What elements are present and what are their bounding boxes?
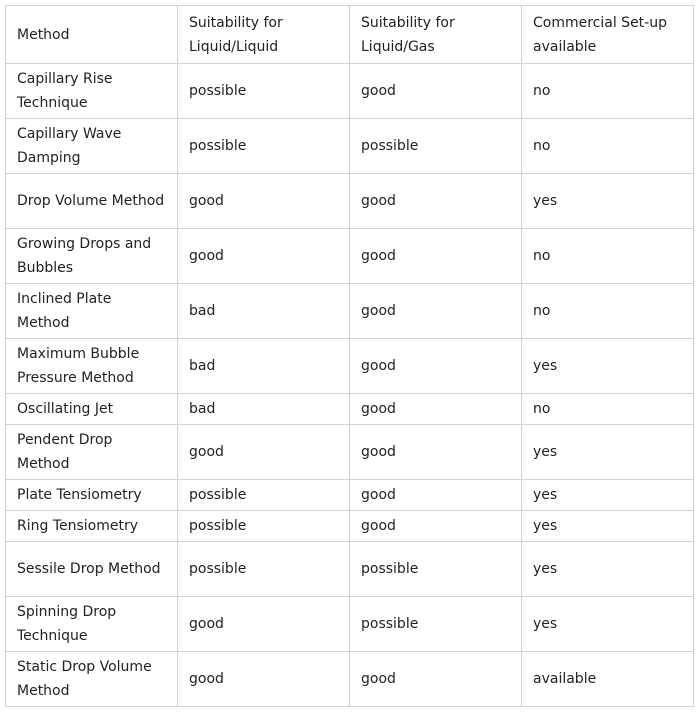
- value-cell: possible: [177, 541, 350, 597]
- value-cell: good: [177, 228, 350, 284]
- table-row: Capillary Rise Technique possible good no: [5, 63, 694, 119]
- method-cell: Oscillating Jet: [5, 393, 178, 425]
- table-row: Ring Tensiometry possible good yes: [5, 510, 694, 542]
- value-cell: good: [349, 283, 522, 339]
- method-cell: Maximum Bubble Pressure Method: [5, 338, 178, 394]
- value-cell: no: [521, 118, 694, 174]
- value-cell: good: [349, 393, 522, 425]
- value-cell: yes: [521, 479, 694, 511]
- value-cell: no: [521, 283, 694, 339]
- value-cell: no: [521, 393, 694, 425]
- value-cell: possible: [177, 510, 350, 542]
- value-cell: no: [521, 63, 694, 119]
- table-row: Growing Drops and Bubbles good good no: [5, 228, 694, 284]
- method-cell: Drop Volume Method: [5, 173, 178, 229]
- header-cell: Suitability for Liquid/Liquid: [177, 5, 350, 64]
- value-cell: bad: [177, 338, 350, 394]
- value-cell: possible: [177, 118, 350, 174]
- value-cell: bad: [177, 393, 350, 425]
- value-cell: good: [349, 228, 522, 284]
- value-cell: yes: [521, 596, 694, 652]
- value-cell: good: [349, 338, 522, 394]
- value-cell: good: [349, 424, 522, 480]
- method-cell: Growing Drops and Bubbles: [5, 228, 178, 284]
- method-cell: Spinning Drop Technique: [5, 596, 178, 652]
- header-cell: Commercial Set-up available: [521, 5, 694, 64]
- value-cell: good: [349, 173, 522, 229]
- value-cell: possible: [349, 118, 522, 174]
- table-row: Inclined Plate Method bad good no: [5, 283, 694, 339]
- table-row: Spinning Drop Technique good possible yes: [5, 596, 694, 652]
- header-cell: Suitability for Liquid/Gas: [349, 5, 522, 64]
- table-row: Drop Volume Method good good yes: [5, 173, 694, 229]
- value-cell: good: [349, 479, 522, 511]
- value-cell: good: [177, 651, 350, 707]
- method-cell: Inclined Plate Method: [5, 283, 178, 339]
- method-cell: Static Drop Volume Method: [5, 651, 178, 707]
- value-cell: yes: [521, 173, 694, 229]
- method-cell: Sessile Drop Method: [5, 541, 178, 597]
- value-cell: yes: [521, 510, 694, 542]
- value-cell: good: [349, 63, 522, 119]
- table-row: Oscillating Jet bad good no: [5, 393, 694, 425]
- table-row: Maximum Bubble Pressure Method bad good yes: [5, 338, 694, 394]
- value-cell: possible: [177, 479, 350, 511]
- method-cell: Capillary Wave Damping: [5, 118, 178, 174]
- value-cell: good: [177, 424, 350, 480]
- table-row: Pendent Drop Method good good yes: [5, 424, 694, 480]
- header-cell: Method: [5, 5, 178, 64]
- method-cell: Pendent Drop Method: [5, 424, 178, 480]
- value-cell: good: [349, 510, 522, 542]
- value-cell: yes: [521, 541, 694, 597]
- method-cell: Ring Tensiometry: [5, 510, 178, 542]
- value-cell: good: [349, 651, 522, 707]
- methods-table: Method Suitability for Liquid/Liquid Sui…: [5, 5, 694, 707]
- value-cell: no: [521, 228, 694, 284]
- value-cell: available: [521, 651, 694, 707]
- header-row: Method Suitability for Liquid/Liquid Sui…: [5, 5, 694, 64]
- value-cell: possible: [177, 63, 350, 119]
- value-cell: good: [177, 173, 350, 229]
- table-row: Sessile Drop Method possible possible yes: [5, 541, 694, 597]
- value-cell: possible: [349, 541, 522, 597]
- table-row: Plate Tensiometry possible good yes: [5, 479, 694, 511]
- table-row: Static Drop Volume Method good good availab…: [5, 651, 694, 707]
- table-row: Capillary Wave Damping possible possible no: [5, 118, 694, 174]
- method-cell: Capillary Rise Technique: [5, 63, 178, 119]
- value-cell: bad: [177, 283, 350, 339]
- value-cell: good: [177, 596, 350, 652]
- method-cell: Plate Tensiometry: [5, 479, 178, 511]
- value-cell: yes: [521, 338, 694, 394]
- value-cell: yes: [521, 424, 694, 480]
- value-cell: possible: [349, 596, 522, 652]
